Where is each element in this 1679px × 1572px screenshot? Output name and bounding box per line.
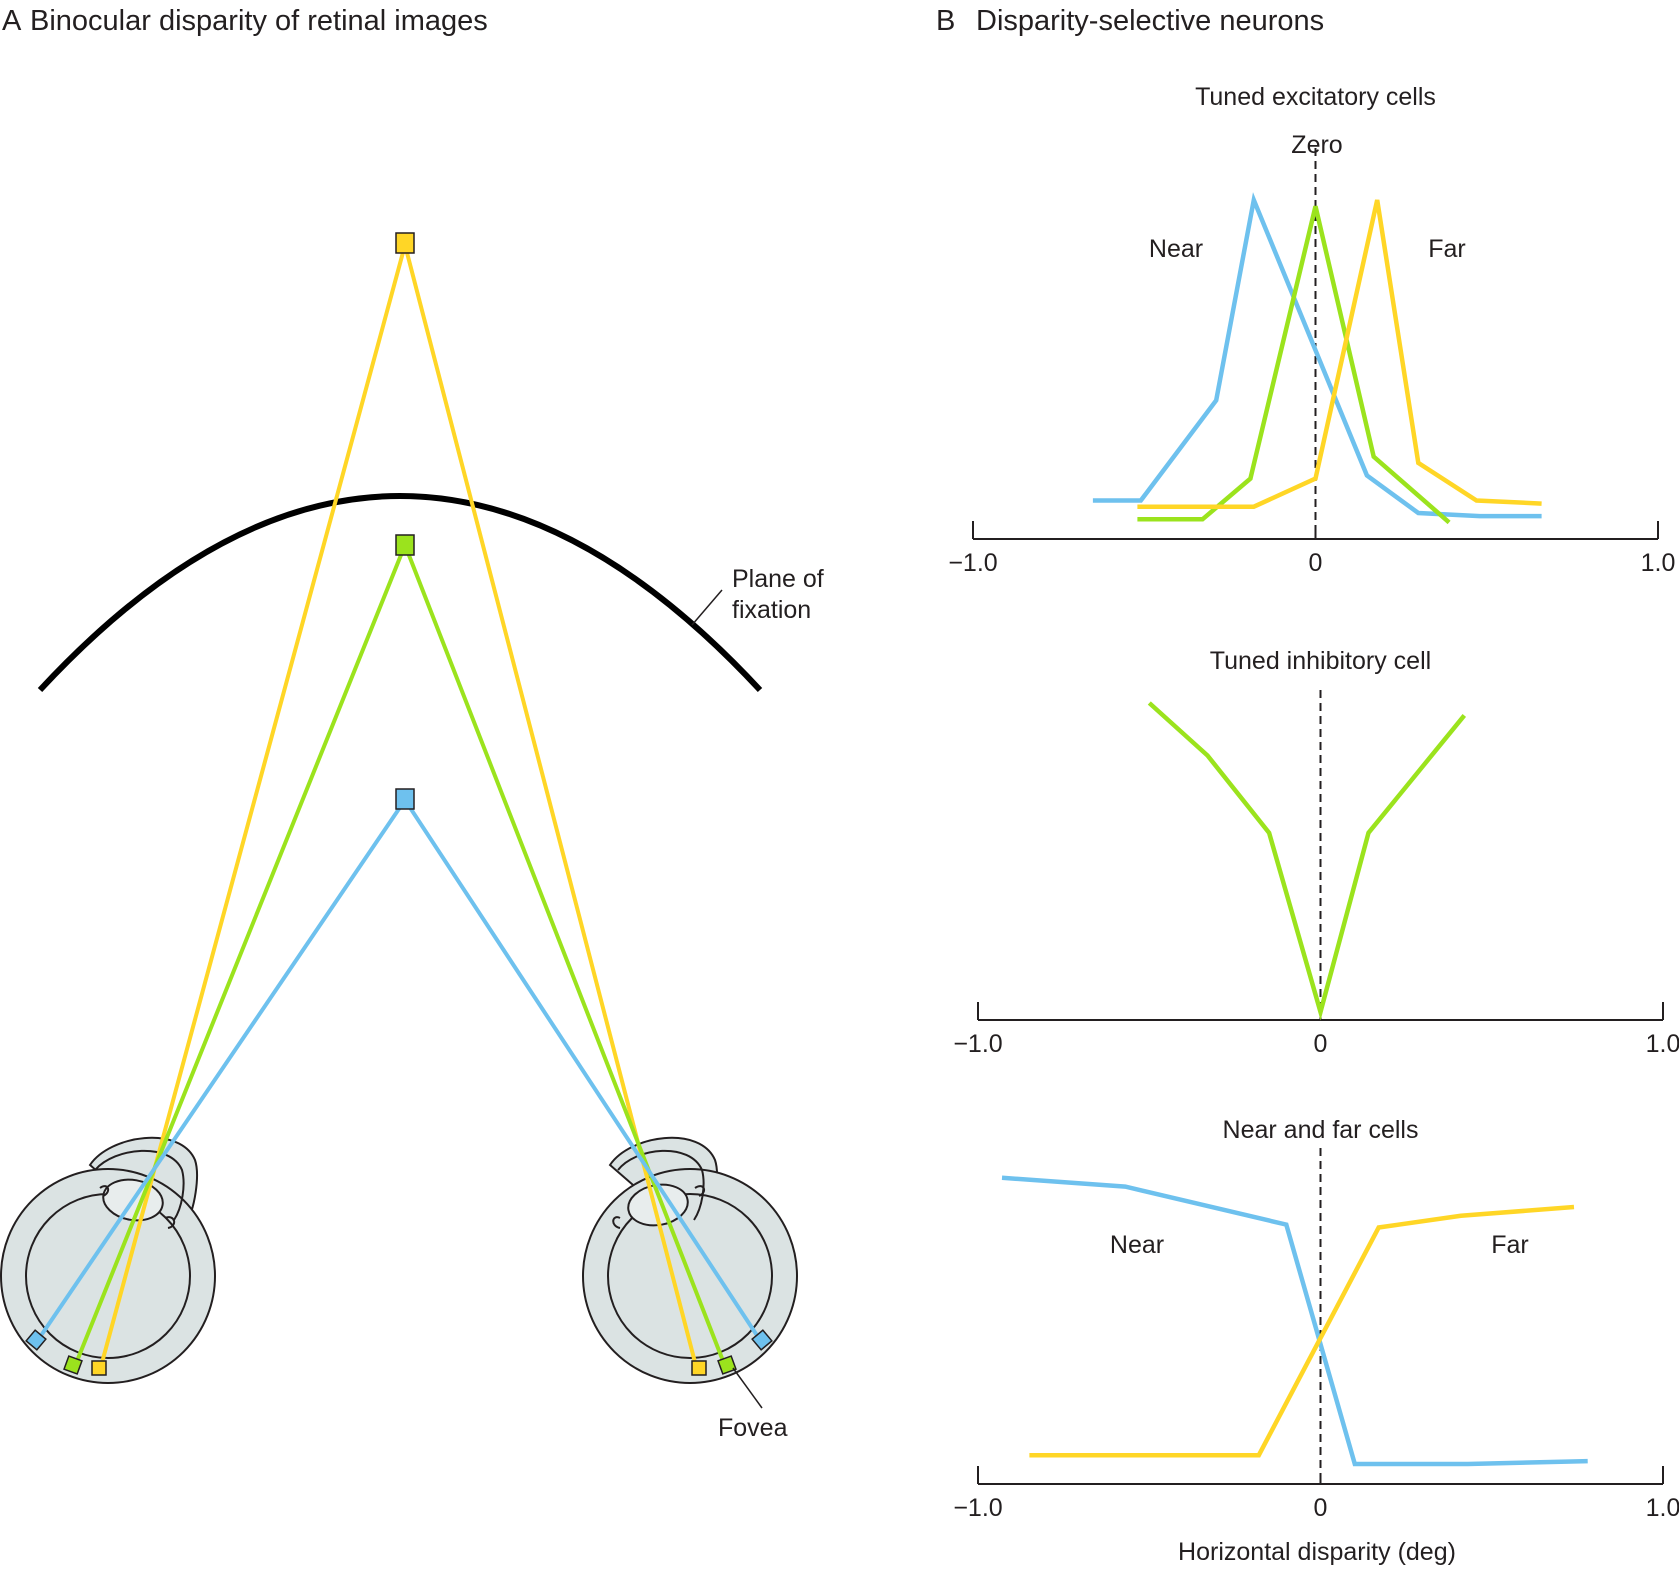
left-eye-inner-cornea	[94, 1149, 185, 1221]
fovea-leader	[732, 1367, 763, 1409]
left-retina-zero-marker	[63, 1355, 83, 1375]
x-axis-label: Horizontal disparity (deg)	[1178, 1538, 1456, 1566]
plane-label-line2: fixation	[732, 596, 811, 624]
x-tick-label: −1.0	[953, 1494, 1002, 1522]
series-line-near	[1092, 192, 1542, 519]
far-ray-left	[98, 244, 407, 1371]
x-tick-label: −1.0	[953, 1030, 1002, 1058]
chart-tuned-excitatory: Tuned excitatory cells Zero Near Far −1.0 0 1.…	[948, 83, 1675, 577]
zero-object-marker	[395, 534, 415, 556]
left-eye	[0, 1136, 216, 1384]
right-retina-far-marker	[691, 1360, 707, 1376]
panel-a-letter: A	[2, 5, 22, 37]
panel-a-title: Binocular disparity of retinal images	[30, 5, 488, 37]
x-tick-label: 0	[1314, 1030, 1328, 1058]
zero-ray-right	[403, 544, 727, 1367]
chart-annotation: Far	[1491, 1231, 1529, 1259]
right-retina-zero-marker	[717, 1355, 737, 1375]
x-tick-label: 1.0	[1646, 1494, 1679, 1522]
panel-b: B Disparity-selective neurons Tuned exci…	[936, 5, 1679, 1566]
far-ray-right	[403, 244, 699, 1371]
near-object-marker	[395, 788, 415, 810]
chart-tuned-inhibitory: Tuned inhibitory cell −1.0 0 1.0	[953, 647, 1679, 1058]
plane-label-leader	[691, 589, 723, 626]
right-eye-ciliary	[612, 1185, 706, 1229]
series-line-far	[1029, 1204, 1575, 1458]
chart-title: Near and far cells	[1223, 1116, 1419, 1144]
left-eye-retina	[24, 1193, 192, 1359]
left-eye-globe	[0, 1168, 216, 1384]
near-ray-right	[403, 798, 762, 1342]
x-tick-label: 0	[1314, 1494, 1328, 1522]
series-line-far	[1137, 199, 1542, 509]
plane-of-fixation-arc	[37, 493, 763, 693]
plane-label-line1: Plane of	[732, 565, 824, 593]
series-line-zero	[1137, 205, 1451, 525]
chart-annotation: Zero	[1291, 131, 1342, 159]
series-line-near	[1001, 1175, 1588, 1467]
chart-annotation: Near	[1149, 235, 1203, 263]
x-tick-label: 0	[1309, 549, 1323, 577]
left-retina-far-marker	[91, 1360, 107, 1376]
chart-annotation: Near	[1110, 1231, 1164, 1259]
right-retina-near-marker	[751, 1329, 773, 1351]
chart-near-far: Near and far cells Near Far −1.0 0 1.0	[953, 1116, 1679, 1522]
fovea-label: Fovea	[718, 1414, 788, 1442]
sight-lines	[36, 244, 762, 1371]
series-line-zero	[1147, 701, 1467, 1021]
x-tick-label: 1.0	[1641, 549, 1676, 577]
chart-title: Tuned excitatory cells	[1195, 83, 1436, 111]
panel-a: A Binocular disparity of retinal images …	[0, 5, 824, 1442]
left-eye-ciliary	[99, 1185, 176, 1229]
panel-b-title: Disparity-selective neurons	[976, 5, 1324, 37]
x-tick-label: 1.0	[1646, 1030, 1679, 1058]
near-ray-left	[36, 798, 407, 1342]
chart-title: Tuned inhibitory cell	[1210, 647, 1431, 675]
x-tick-label: −1.0	[948, 549, 997, 577]
left-retina-near-marker	[25, 1329, 47, 1351]
zero-ray-left	[73, 544, 407, 1367]
chart-annotation: Far	[1428, 235, 1466, 263]
panel-b-letter: B	[936, 5, 955, 37]
far-object-marker	[395, 232, 415, 254]
